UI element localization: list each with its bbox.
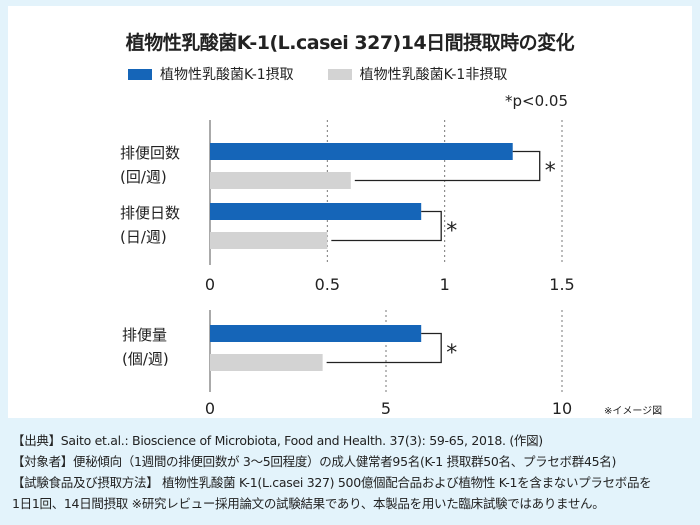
bar-intake xyxy=(210,325,422,342)
significance-asterisk: * xyxy=(446,219,457,244)
tick-label: 0 xyxy=(205,275,215,294)
footnote-method: 【試験食品及び摂取方法】 植物性乳酸菌 K-1(L.casei 327) 500… xyxy=(12,475,652,490)
tick-label: 0.5 xyxy=(315,275,340,294)
significance-bracket xyxy=(354,150,541,182)
category-label-line: 排便日数 xyxy=(120,204,181,222)
legend: 植物性乳酸菌K-1摂取 植物性乳酸菌K-1非摂取 xyxy=(128,64,507,84)
footnote-method-cont: 1日1回、14日間摂取 ※研究レビュー採用論文の試験結果であり、本製品を用いた臨… xyxy=(12,496,605,511)
legend-label-intake: 植物性乳酸菌K-1摂取 xyxy=(160,67,294,83)
tick-label: 5 xyxy=(381,399,391,418)
category-label-line: 排便量 xyxy=(122,326,168,344)
bar-intake xyxy=(210,203,422,220)
significance-note: *p<0.05 xyxy=(505,92,568,110)
footnotes: 【出典】Saito et.al.: Bioscience of Microbio… xyxy=(12,430,652,514)
significance-bracket xyxy=(331,210,442,242)
bar-nonintake xyxy=(210,354,323,371)
tick-label: 1.5 xyxy=(549,275,574,294)
category-label-line: 排便回数 xyxy=(120,144,181,162)
tick-label: 1 xyxy=(440,275,450,294)
bar-nonintake xyxy=(210,172,351,189)
footnote-subjects: 【対象者】便秘傾向（1週間の排便回数が 3～5回程度）の成人健常者95名(K-1… xyxy=(12,454,617,469)
legend-swatch-intake xyxy=(128,68,152,80)
legend-label-nonintake: 植物性乳酸菌K-1非摂取 xyxy=(359,67,508,83)
category-label: 排便日数 (日/週) xyxy=(120,201,180,249)
significance-asterisk: * xyxy=(545,159,556,184)
significance-asterisk: * xyxy=(446,341,457,366)
category-label-line: (個/週) xyxy=(122,350,169,368)
footnote-source: 【出典】Saito et.al.: Bioscience of Microbio… xyxy=(12,433,543,448)
tick-label: 10 xyxy=(552,399,572,418)
bar-intake xyxy=(210,143,513,160)
tick-label: 0 xyxy=(205,399,215,418)
significance-bracket xyxy=(326,332,442,364)
category-label: 排便回数 (回/週) xyxy=(120,141,180,189)
category-label: 排便量 (個/週) xyxy=(122,323,169,371)
bar-nonintake xyxy=(210,232,328,249)
chart-title: 植物性乳酸菌K-1(L.casei 327)14日間摂取時の変化 xyxy=(125,32,575,54)
image-note: ※イメージ図 xyxy=(604,406,663,417)
category-label-line: (日/週) xyxy=(120,228,167,246)
category-label-line: (回/週) xyxy=(120,168,167,186)
legend-swatch-nonintake xyxy=(327,68,352,80)
